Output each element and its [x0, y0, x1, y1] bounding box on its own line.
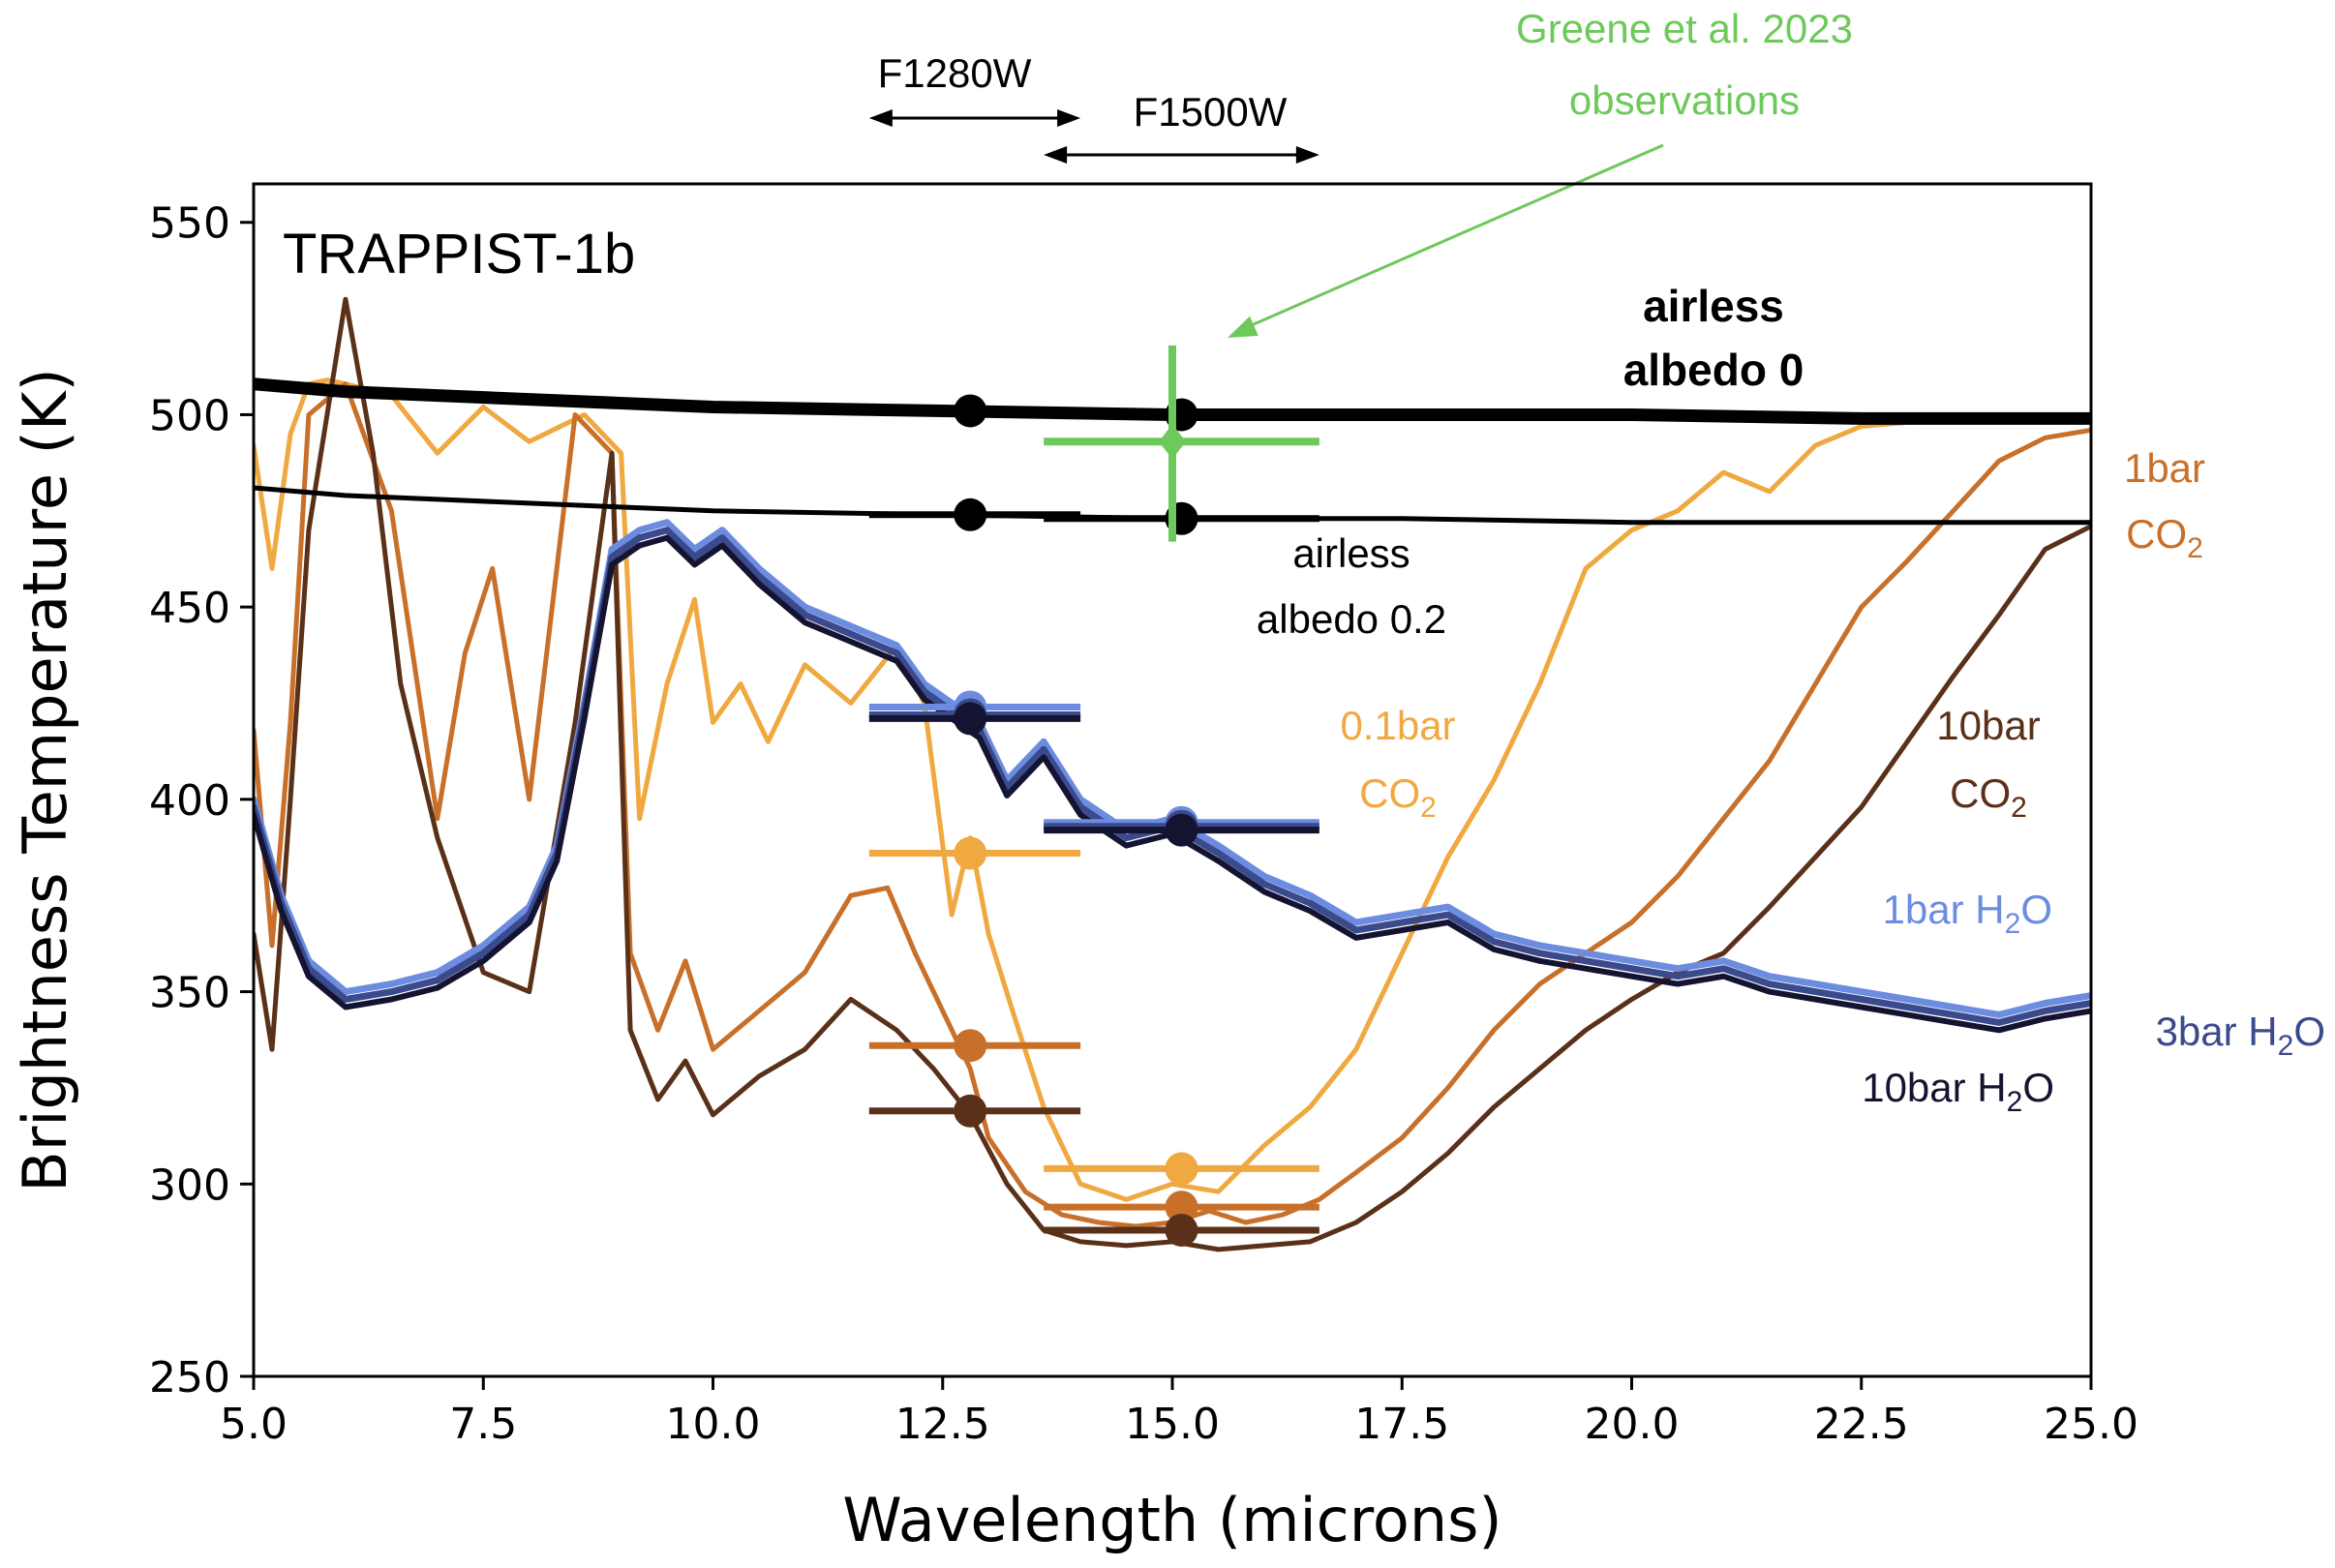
label-3bar-h2o-sub: 2 — [2278, 1030, 2294, 1062]
filter-label-f1280w: F1280W — [878, 50, 1032, 96]
y-tick-label-400: 400 — [149, 776, 230, 826]
series-line-10bar-h2o — [254, 534, 2091, 1034]
filter-arrow-right-f1280w — [1057, 109, 1081, 127]
label-1bar-co2-line1: 1bar — [2124, 445, 2205, 491]
label-1bar-h2o-sub: 2 — [2005, 908, 2021, 940]
band-point-0-1bar-co2-11 — [1165, 1152, 1198, 1186]
label-3bar-h2o-text: 3bar H — [2156, 1009, 2278, 1054]
filter-arrow-left-f1280w — [868, 109, 893, 127]
x-tick-label-22-5: 22.5 — [1814, 1400, 1909, 1449]
label-3bar-h2o-o: O — [2293, 1009, 2325, 1054]
filter-arrow-right-f1500w — [1295, 146, 1319, 164]
y-tick-label-300: 300 — [149, 1161, 230, 1210]
x-ticks: 5.0 7.5 10.0 12.5 15.0 17.5 20.0 22.5 25.0 — [220, 1376, 2138, 1449]
label-3bar-h2o: 3bar H2O — [2156, 1009, 2325, 1062]
x-tick-label-15-0: 15.0 — [1125, 1400, 1220, 1449]
label-10bar-h2o-o: O — [2022, 1065, 2054, 1110]
label-1bar-h2o: 1bar H2O — [1883, 887, 2052, 940]
label-airless-albedo02-line1: airless — [1292, 530, 1410, 576]
band-points — [868, 394, 1319, 1247]
label-1bar-h2o-o: O — [2020, 887, 2052, 932]
label-10bar-co2-line1: 10bar — [1936, 703, 2040, 748]
band-point-10bar-co2-15 — [1165, 1213, 1198, 1247]
label-airless-albedo0-line2: albedo 0 — [1623, 345, 1804, 395]
label-10bar-co2-chem: CO — [1950, 770, 2011, 816]
label-1bar-co2-line2: CO2 — [2126, 511, 2203, 564]
x-tick-label-10-0: 10.0 — [666, 1400, 761, 1449]
band-point-10bar-co2-14 — [954, 1094, 987, 1128]
y-tick-label-250: 250 — [149, 1353, 230, 1402]
label-01bar-co2-line2: CO2 — [1359, 770, 1437, 824]
series-line-1bar-h2o — [254, 519, 2091, 1018]
x-tick-label-5-0: 5.0 — [220, 1400, 288, 1449]
label-1bar-h2o-text: 1bar H — [1883, 887, 2005, 932]
filter-arrows — [868, 109, 1319, 164]
y-axis-title: Brightness Temperature (K) — [10, 368, 80, 1191]
series-line-3bar-h2o — [254, 527, 2091, 1026]
observation-point — [1044, 345, 1319, 542]
band-point-1bar-co2-12 — [954, 1029, 987, 1063]
greene-arrow — [1227, 143, 1664, 338]
x-tick-label-12-5: 12.5 — [895, 1400, 990, 1449]
band-point-1bar-co2-13 — [1165, 1191, 1198, 1224]
label-10bar-h2o-text: 10bar H — [1862, 1065, 2006, 1110]
label-airless-albedo0-line1: airless — [1643, 281, 1784, 331]
label-01bar-co2-sub: 2 — [1420, 792, 1437, 824]
label-01bar-co2-line1: 0.1bar — [1340, 703, 1455, 748]
label-10bar-co2-sub: 2 — [2011, 792, 2027, 824]
filter-arrow-left-f1500w — [1044, 146, 1068, 164]
label-airless-albedo02-line2: albedo 0.2 — [1257, 596, 1446, 642]
y-tick-label-500: 500 — [149, 391, 230, 440]
x-tick-label-17-5: 17.5 — [1354, 1400, 1449, 1449]
band-point-10bar-h2o-9 — [1165, 813, 1198, 847]
y-tick-label-350: 350 — [149, 969, 230, 1018]
label-1bar-co2-chem: CO — [2126, 511, 2187, 557]
series-line-0-1bar-co2 — [254, 377, 2091, 1202]
label-10bar-h2o-sub: 2 — [2007, 1086, 2023, 1118]
x-tick-label-25-0: 25.0 — [2044, 1400, 2138, 1449]
chart-title: TRAPPIST-1b — [283, 223, 635, 286]
greene-label-line1: Greene et al. 2023 — [1516, 6, 1853, 51]
label-1bar-co2-sub: 2 — [2187, 532, 2203, 564]
greene-arrow-shaft — [1244, 143, 1664, 330]
x-tick-label-20-0: 20.0 — [1585, 1400, 1680, 1449]
series-line-10bar-co2 — [254, 296, 2091, 1252]
greene-label-line2: observations — [1569, 77, 1800, 123]
y-ticks: 250 300 350 400 450 500 550 — [149, 199, 254, 1402]
label-10bar-co2-line2: CO2 — [1950, 770, 2027, 824]
band-point-airless-albedo-0-2-2 — [954, 498, 987, 531]
y-tick-label-450: 450 — [149, 584, 230, 633]
band-point-0-1bar-co2-10 — [954, 836, 987, 870]
x-tick-label-7-5: 7.5 — [449, 1400, 517, 1449]
label-10bar-h2o: 10bar H2O — [1862, 1065, 2054, 1118]
band-point-10bar-h2o-6 — [954, 702, 987, 736]
filter-label-f1500w: F1500W — [1134, 89, 1288, 135]
band-point-airless-albedo-0-0 — [954, 394, 987, 428]
label-01bar-co2-chem: CO — [1359, 770, 1420, 816]
observation-marker — [1159, 424, 1186, 460]
series-line-1bar-co2 — [254, 381, 2091, 1229]
greene-arrow-head — [1227, 316, 1258, 338]
y-tick-label-550: 550 — [149, 199, 230, 249]
x-axis-title: Wavelength (microns) — [842, 1485, 1501, 1555]
